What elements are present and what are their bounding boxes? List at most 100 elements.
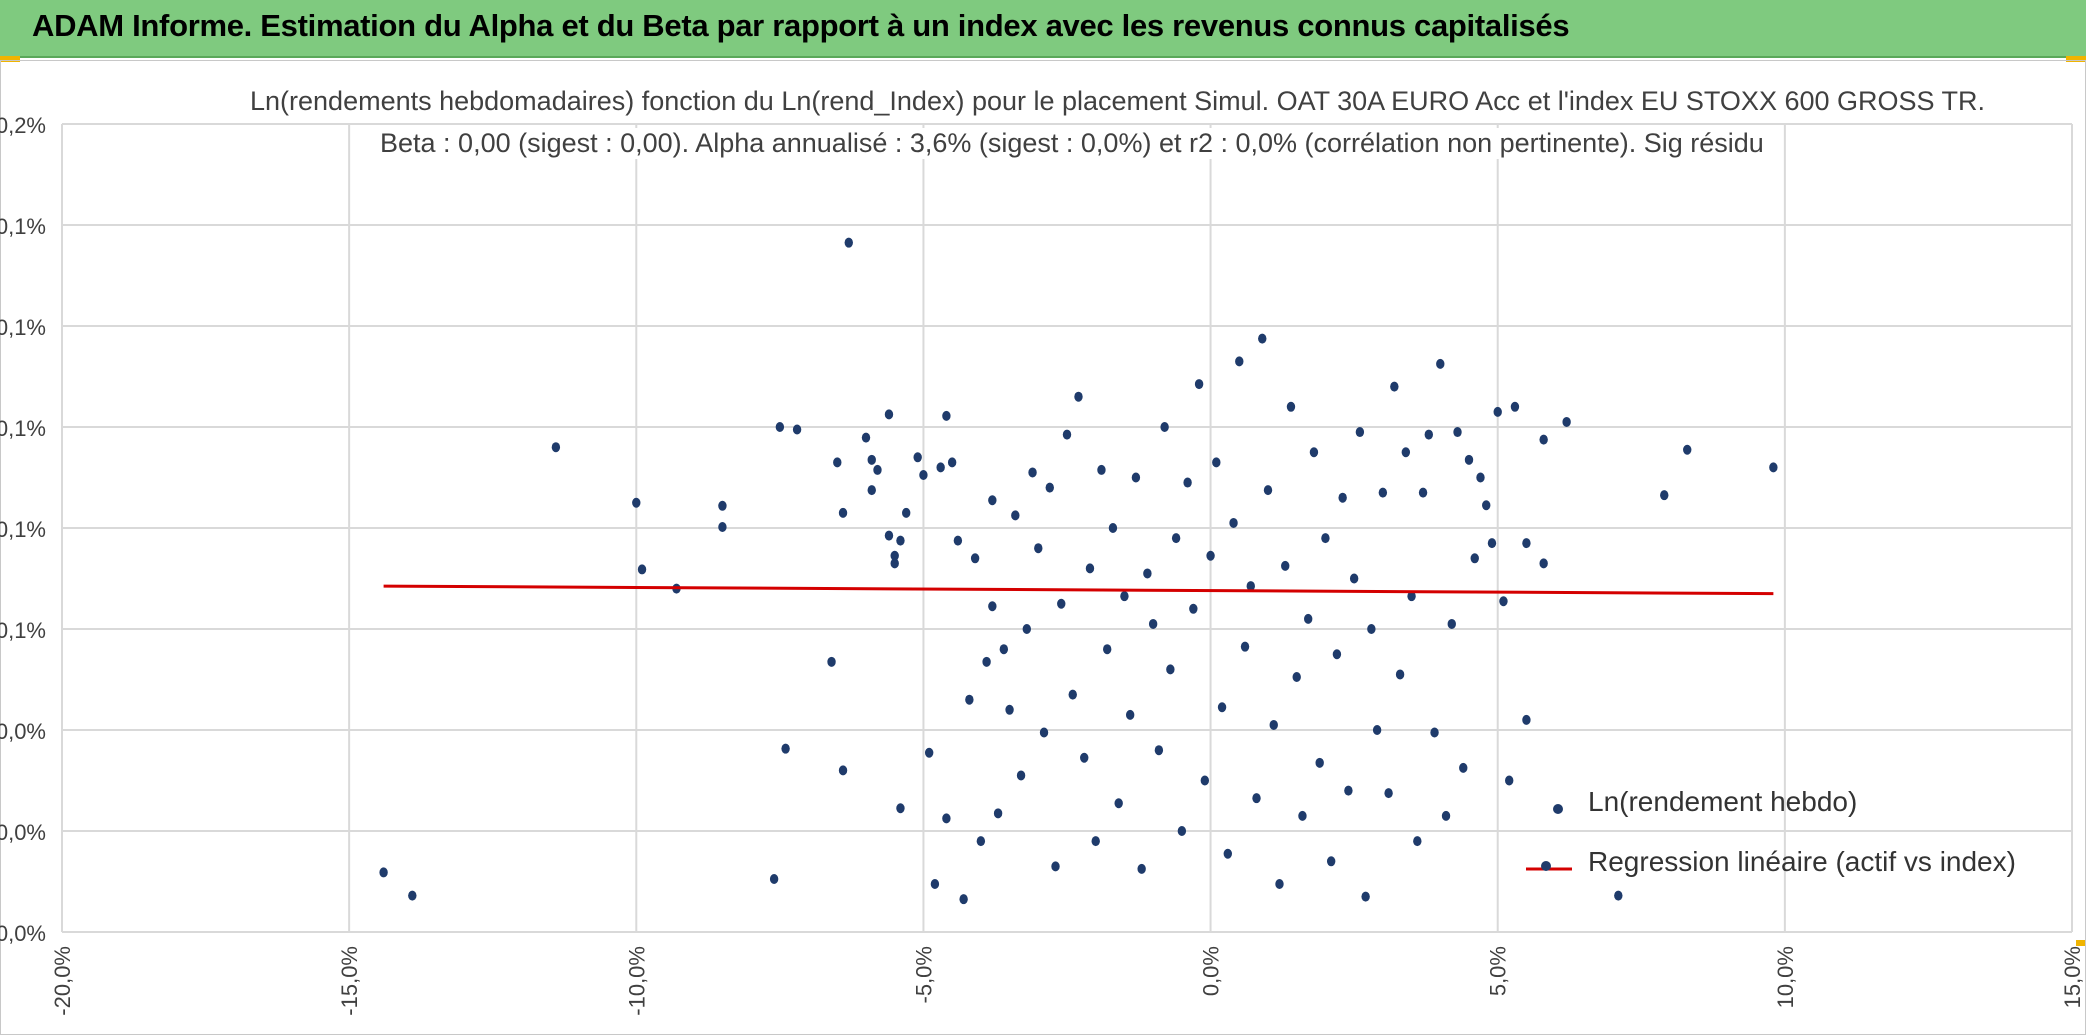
- y-tick-label: 0,1%: [0, 618, 46, 643]
- legend-line-dot: [1541, 861, 1551, 871]
- data-point: [1171, 533, 1181, 544]
- data-point: [1103, 644, 1112, 655]
- corner-marker-right: [2066, 56, 2086, 62]
- data-point: [1464, 454, 1474, 465]
- data-point: [947, 457, 957, 468]
- data-point: [1441, 810, 1451, 821]
- data-point: [1125, 709, 1135, 720]
- data-point: [1407, 591, 1416, 602]
- data-point: [1476, 472, 1485, 483]
- data-point: [1206, 550, 1215, 561]
- data-point: [1011, 510, 1020, 521]
- data-point: [896, 535, 905, 546]
- legend-label-points: Ln(rendement hebdo): [1588, 786, 1858, 817]
- data-point: [861, 432, 871, 443]
- data-point: [1148, 618, 1158, 629]
- x-tick-label: -15,0%: [337, 946, 362, 1016]
- data-point: [769, 873, 779, 884]
- data-point: [1562, 416, 1571, 427]
- y-tick-label: 0,1%: [0, 315, 46, 340]
- data-point: [919, 469, 928, 480]
- data-point: [1212, 457, 1221, 468]
- data-point: [1453, 427, 1462, 438]
- data-point: [1085, 563, 1095, 574]
- legend-dot: [1553, 804, 1563, 814]
- data-point: [408, 890, 417, 901]
- data-point: [1372, 725, 1382, 735]
- data-point: [1269, 719, 1278, 730]
- data-point: [1683, 444, 1692, 455]
- data-point: [1194, 379, 1204, 390]
- data-point: [1315, 757, 1324, 768]
- data-point: [781, 743, 790, 754]
- x-tick-label: 10,0%: [1773, 946, 1798, 1008]
- data-point: [1539, 434, 1548, 445]
- x-tick-label: 15,0%: [2060, 946, 2085, 1008]
- data-point: [1292, 671, 1301, 682]
- x-tick-label: -10,0%: [624, 946, 649, 1016]
- data-point: [637, 564, 647, 575]
- data-point: [1505, 775, 1514, 786]
- legend-marker-dot-icon: [1553, 804, 1563, 814]
- corner-marker-bottom-right: [2076, 940, 2086, 946]
- data-point: [959, 894, 968, 905]
- data-point: [1223, 848, 1233, 859]
- data-point: [1769, 462, 1778, 473]
- data-point: [953, 535, 963, 546]
- data-point: [1459, 762, 1468, 773]
- data-point: [1062, 429, 1072, 440]
- data-point: [1045, 482, 1054, 493]
- data-point: [884, 409, 894, 420]
- data-point: [1378, 487, 1388, 498]
- data-point: [1114, 798, 1123, 809]
- data-point: [1074, 391, 1083, 402]
- data-point: [1200, 775, 1210, 786]
- data-point: [1189, 603, 1198, 614]
- data-point: [999, 644, 1009, 655]
- data-point: [1286, 401, 1296, 412]
- y-tick-label: 0,1%: [0, 416, 46, 441]
- data-point: [1482, 500, 1491, 511]
- data-point: [1344, 785, 1353, 796]
- data-point: [1304, 613, 1313, 624]
- data-point: [913, 452, 922, 463]
- data-point: [1395, 669, 1405, 680]
- data-point: [1614, 890, 1623, 901]
- data-point: [942, 813, 951, 824]
- data-point: [1332, 649, 1342, 660]
- data-point: [890, 558, 899, 569]
- y-tick-label: 0,2%: [0, 113, 46, 138]
- data-point: [1321, 533, 1330, 544]
- data-point: [1493, 406, 1502, 417]
- data-point: [867, 454, 876, 465]
- data-point: [1068, 689, 1077, 700]
- x-tick-label: -5,0%: [911, 946, 936, 1003]
- y-tick-label: 0,0%: [0, 719, 46, 744]
- y-tick-label: 0,1%: [0, 214, 46, 239]
- data-point: [890, 550, 899, 561]
- data-point: [718, 500, 727, 511]
- data-point: [1436, 358, 1445, 369]
- data-point: [838, 507, 848, 518]
- data-point: [1154, 745, 1164, 756]
- data-point: [1447, 618, 1456, 629]
- data-point: [942, 410, 951, 421]
- data-point: [1080, 752, 1089, 763]
- data-point: [1361, 891, 1370, 902]
- data-point: [970, 553, 980, 564]
- data-point: [1166, 664, 1175, 675]
- data-point: [1177, 826, 1187, 836]
- data-point: [1499, 596, 1508, 607]
- data-point: [632, 497, 641, 508]
- data-point: [1326, 856, 1336, 867]
- data-point: [873, 464, 882, 475]
- data-point: [896, 803, 905, 814]
- data-point: [792, 424, 802, 435]
- chart-subtitle: Beta : 0,00 (sigest : 0,00). Alpha annua…: [380, 128, 1764, 159]
- data-point: [1430, 727, 1439, 738]
- data-point: [965, 694, 974, 705]
- data-point: [833, 457, 842, 468]
- axis-layer: 0,0% 0,0% 0,0% 0,1% 0,1% 0,1% 0,1% 0,1% 0,2% -20,…: [0, 113, 2085, 1016]
- data-point: [1263, 485, 1273, 496]
